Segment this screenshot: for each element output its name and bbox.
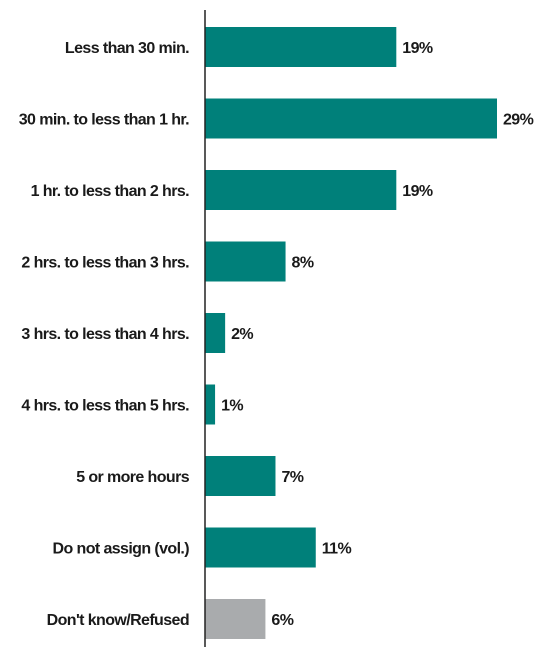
bar-7 <box>205 456 276 496</box>
value-label: 8% <box>292 255 314 272</box>
category-label: Don't know/Refused <box>47 612 189 629</box>
labels-layer: Less than 30 min. 19% 30 min. to less than… <box>19 40 534 629</box>
category-label: Do not assign (vol.) <box>53 541 190 558</box>
bar-5 <box>205 313 226 353</box>
bar-8 <box>205 527 316 568</box>
bar-2 <box>205 98 497 139</box>
bar-3 <box>205 170 397 210</box>
category-label: 2 hrs. to less than 3 hrs. <box>21 255 189 272</box>
bar-4 <box>205 241 286 282</box>
category-label: 4 hrs. to less than 5 hrs. <box>21 398 189 415</box>
bars-layer <box>205 27 497 639</box>
category-label: 5 or more hours <box>76 469 190 486</box>
category-label: 30 min. to less than 1 hr. <box>19 112 189 129</box>
category-label: 3 hrs. to less than 4 hrs. <box>21 326 189 343</box>
value-label: 19% <box>402 183 433 200</box>
value-label: 1% <box>221 398 243 415</box>
value-label: 29% <box>503 112 534 129</box>
bar-6 <box>205 384 216 425</box>
category-label: Less than 30 min. <box>65 40 189 57</box>
category-label: 1 hr. to less than 2 hrs. <box>31 183 190 200</box>
bar-1 <box>205 27 397 67</box>
value-label: 19% <box>402 40 433 57</box>
bar-9 <box>205 599 266 639</box>
value-label: 11% <box>322 541 352 558</box>
value-label: 7% <box>281 469 303 486</box>
value-label: 2% <box>231 326 253 343</box>
value-label: 6% <box>271 612 293 629</box>
